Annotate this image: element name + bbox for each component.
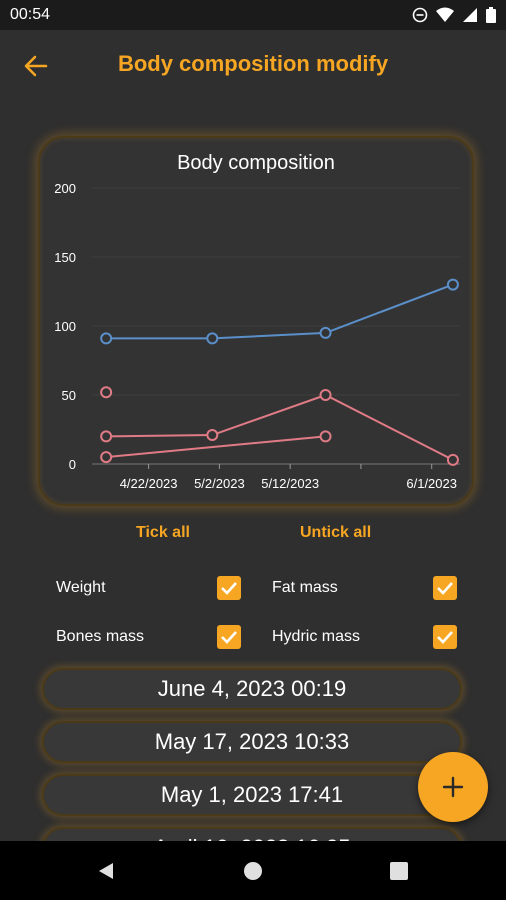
weight-label: Weight <box>56 579 106 596</box>
status-time: 00:54 <box>10 6 51 23</box>
arrow-left-icon <box>24 55 48 77</box>
data-point <box>100 430 113 443</box>
y-tick-label: 200 <box>54 181 76 196</box>
status-icons <box>412 7 496 23</box>
back-button[interactable] <box>20 50 52 82</box>
check-icon <box>437 582 453 595</box>
x-tick-label: 5/2/2023 <box>194 476 245 491</box>
weight-checkbox[interactable] <box>217 576 241 600</box>
entry-item[interactable]: May 1, 2023 17:41 <box>42 774 462 816</box>
system-nav-bar <box>0 841 506 900</box>
do-not-disturb-icon <box>412 7 428 23</box>
app-bar: Body composition modify <box>0 30 506 102</box>
add-entry-button[interactable] <box>418 752 488 822</box>
check-icon <box>437 631 453 644</box>
entry-item[interactable]: May 17, 2023 10:33 <box>42 721 462 763</box>
data-point <box>446 278 459 291</box>
series-line <box>106 283 454 340</box>
data-point <box>319 389 332 401</box>
tick-actions: Tick all Untick all <box>0 524 506 548</box>
untick-all-button[interactable]: Untick all <box>300 524 372 541</box>
chart-title: Body composition <box>177 152 335 174</box>
signal-icon <box>463 8 477 22</box>
data-point <box>206 429 219 442</box>
hydric-mass-checkbox[interactable] <box>433 625 457 649</box>
bones-mass-label: Bones mass <box>56 628 145 645</box>
data-point <box>100 332 113 345</box>
y-tick-label: 100 <box>54 319 76 334</box>
data-point <box>319 430 332 443</box>
data-point <box>100 451 113 464</box>
body-composition-chart: 0 50 100 150 200 4/22/2023 5/2/2023 5/12/2023 6/… <box>54 181 460 491</box>
check-icon <box>221 631 237 644</box>
bones-mass-checkbox[interactable] <box>217 625 241 649</box>
data-point <box>100 386 113 399</box>
nav-recents-icon[interactable] <box>390 862 408 880</box>
nav-home-icon[interactable] <box>243 861 263 881</box>
x-tick-label: 5/12/2023 <box>261 476 319 491</box>
check-icon <box>221 582 237 595</box>
y-tick-label: 0 <box>69 457 76 472</box>
x-tick-label: 6/1/2023 <box>406 476 457 491</box>
y-tick-label: 50 <box>62 388 76 403</box>
y-tick-label: 150 <box>54 250 76 265</box>
entry-item[interactable]: June 4, 2023 00:19 <box>42 668 462 710</box>
fat-mass-checkbox[interactable] <box>433 576 457 600</box>
status-bar: 00:54 <box>0 0 506 30</box>
data-point <box>206 332 219 345</box>
plus-icon <box>442 776 464 798</box>
chart-card: Body composition 0 50 100 150 200 4/22/2023 5/… <box>38 136 474 506</box>
page-title: Body composition modify <box>117 51 389 76</box>
series-line <box>106 435 326 459</box>
data-point <box>319 326 332 339</box>
tick-all-button[interactable]: Tick all <box>136 524 190 541</box>
nav-back-icon[interactable] <box>96 861 116 881</box>
wifi-icon <box>436 7 454 22</box>
fat-mass-label: Fat mass <box>272 579 338 596</box>
data-point <box>446 453 459 466</box>
series-line <box>106 393 454 461</box>
battery-icon <box>486 7 496 23</box>
x-tick-label: 4/22/2023 <box>120 476 178 491</box>
hydric-mass-label: Hydric mass <box>272 628 361 645</box>
